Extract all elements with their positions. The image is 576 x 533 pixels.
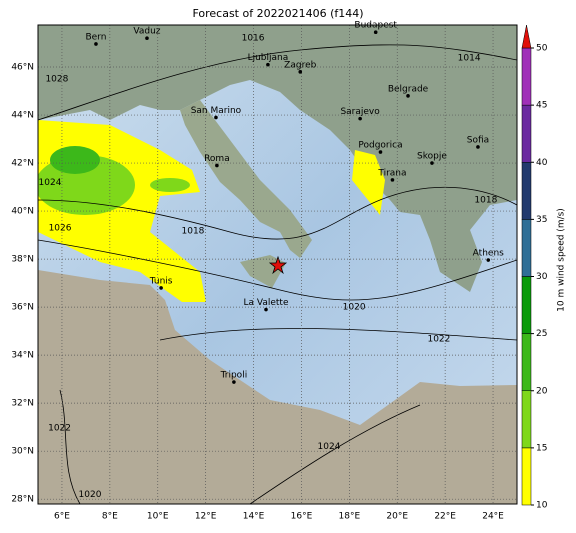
- isobar-label: 1020: [79, 490, 102, 500]
- x-tick-label: 10°E: [147, 512, 169, 522]
- colorbar-tick-label: 15: [536, 443, 547, 453]
- colorbar-segment: [521, 276, 532, 334]
- wind-area: [352, 150, 385, 215]
- city-marker: [159, 286, 163, 290]
- y-tick-label: 28°N: [11, 495, 34, 505]
- city-marker: [378, 150, 383, 154]
- city-marker: [145, 36, 149, 41]
- grid: [38, 25, 517, 504]
- city-label: San Marino: [191, 106, 242, 116]
- colorbar-tick-label: 25: [536, 329, 547, 339]
- colorbar-tick-label: 50: [536, 44, 548, 54]
- colorbar-extend: [521, 24, 532, 49]
- x-tick-label: 24°E: [482, 512, 504, 522]
- city-marker: [266, 62, 270, 67]
- y-tick-label: 38°N: [11, 255, 34, 265]
- x-tick-label: 20°E: [386, 512, 408, 522]
- location-star: [268, 255, 288, 275]
- city-label: Tripoli: [220, 371, 248, 381]
- isobars: [38, 44, 517, 504]
- y-tick-label: 36°N: [11, 303, 34, 313]
- city-marker: [358, 116, 362, 121]
- colorbar-segment: [521, 333, 532, 391]
- city-label: Belgrade: [388, 84, 429, 94]
- wind-area: [150, 178, 190, 192]
- colorbar-segment: [521, 104, 532, 163]
- city-marker: [298, 70, 303, 74]
- city-marker: [232, 380, 236, 384]
- y-tick-label: 34°N: [11, 351, 34, 361]
- city-label: Zagreb: [284, 60, 316, 70]
- city-marker: [215, 163, 219, 168]
- colorbar-tick-label: 30: [536, 272, 548, 282]
- isobar-label: 1026: [49, 223, 72, 233]
- colorbar-tick-label: 40: [536, 158, 548, 168]
- y-tick-label: 40°N: [11, 207, 34, 217]
- colorbar-segment: [521, 219, 532, 277]
- isobar-label: 1018: [474, 196, 497, 206]
- city-label: Budapest: [354, 21, 397, 31]
- city-marker: [476, 145, 480, 149]
- y-tick-label: 32°N: [11, 399, 34, 409]
- city-label: Skopje: [417, 152, 447, 162]
- city-label: Vaduz: [133, 27, 160, 37]
- isobar-label: 1024: [39, 178, 62, 188]
- land: [180, 100, 312, 258]
- x-tick-label: 18°E: [339, 512, 361, 522]
- city-marker: [373, 30, 378, 35]
- city-marker: [94, 42, 98, 46]
- city-label: Athens: [473, 249, 504, 259]
- map-background: [38, 25, 517, 504]
- colorbar-tick-label: 35: [536, 215, 547, 225]
- isobar-label: 1014: [458, 54, 481, 64]
- colorbar-tick-label: 10: [536, 501, 548, 511]
- colorbar-segment: [521, 390, 532, 449]
- city-label: Ljubljana: [248, 53, 289, 63]
- city-label: Tirana: [377, 168, 406, 178]
- city-label: Roma: [204, 154, 230, 164]
- isobar-label: 1016: [242, 34, 265, 44]
- colorbar-segment: [521, 447, 532, 506]
- x-tick-label: 22°E: [434, 512, 456, 522]
- map-frame: [37, 24, 518, 505]
- isobar-label: 1020: [343, 303, 366, 313]
- city-marker: [390, 178, 395, 182]
- isobar-label: 1028: [45, 75, 68, 85]
- wind-area: [50, 146, 100, 174]
- city-label: La Valette: [244, 298, 289, 308]
- colorbar-segment: [521, 47, 532, 106]
- city-marker: [214, 115, 218, 120]
- city-label: Sofia: [467, 135, 489, 145]
- isobar-label: 1018: [182, 227, 205, 237]
- x-tick-label: 16°E: [291, 512, 313, 522]
- colorbar-tick-label: 20: [536, 386, 548, 396]
- y-tick-label: 30°N: [11, 447, 34, 457]
- isobar-label: 1024: [318, 442, 341, 452]
- city-label: Tunis: [149, 276, 173, 286]
- y-tick-label: 44°N: [11, 111, 34, 121]
- y-tick-label: 42°N: [11, 159, 34, 169]
- isobar-label: 1022: [48, 424, 71, 434]
- x-tick-label: 6°E: [54, 512, 70, 522]
- colorbar-tick-label: 45: [536, 101, 547, 111]
- title: Forecast of 2022021406 (f144): [192, 7, 363, 20]
- city-label: Podgorica: [358, 141, 402, 151]
- city-marker: [486, 258, 491, 262]
- y-tick-label: 46°N: [11, 63, 34, 73]
- city-marker: [264, 307, 268, 312]
- city-label: Sarajevo: [340, 107, 380, 117]
- city-marker: [430, 161, 434, 165]
- city-label: Bern: [85, 32, 106, 42]
- colorbar-segment: [521, 162, 532, 220]
- isobar-label: 1022: [427, 335, 450, 345]
- x-tick-label: 12°E: [195, 512, 217, 522]
- colorbar-label: 10 m wind speed (m/s): [557, 208, 567, 312]
- x-tick-label: 14°E: [243, 512, 265, 522]
- x-tick-label: 8°E: [102, 512, 118, 522]
- city-marker: [406, 94, 410, 98]
